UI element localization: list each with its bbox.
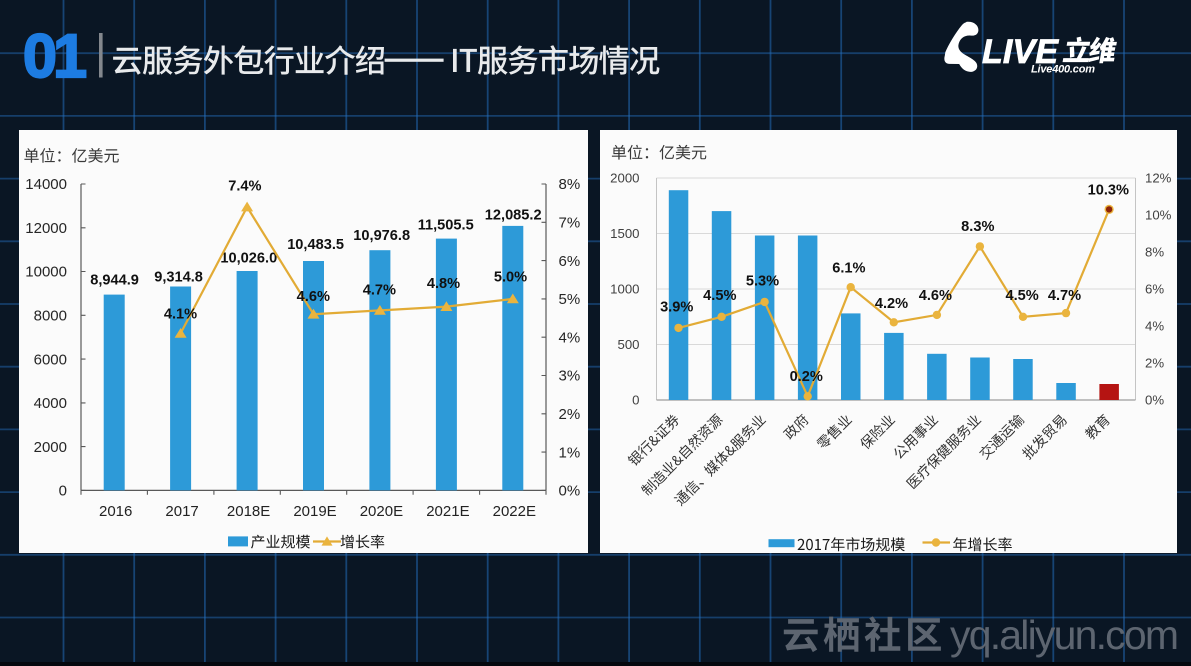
svg-text:0: 0 [59,483,67,500]
svg-text:2021E: 2021E [426,503,469,520]
svg-text:2018E: 2018E [227,503,270,520]
svg-text:0.2%: 0.2% [789,369,822,385]
svg-text:2019E: 2019E [293,503,336,520]
svg-text:10000: 10000 [25,264,67,281]
svg-text:2000: 2000 [610,171,639,186]
svg-text:4%: 4% [559,329,581,346]
svg-text:0: 0 [632,393,639,408]
svg-text:01: 01 [23,22,87,90]
svg-text:1%: 1% [559,444,581,461]
svg-text:12000: 12000 [25,220,67,237]
svg-text:2016: 2016 [99,503,132,520]
svg-text:6000: 6000 [34,351,67,368]
svg-text:LIVE: LIVE [982,33,1059,71]
svg-text:0%: 0% [1145,393,1164,408]
svg-text:4.6%: 4.6% [297,289,330,305]
svg-text:4.7%: 4.7% [363,282,396,298]
svg-text:2017: 2017 [165,503,198,520]
svg-text:6%: 6% [1145,282,1164,297]
svg-text:4.2%: 4.2% [874,296,907,312]
svg-text:5.3%: 5.3% [745,274,778,290]
svg-text:0%: 0% [559,483,581,500]
svg-text:4.8%: 4.8% [427,276,460,292]
svg-text:6%: 6% [559,253,581,270]
svg-text:8,944.9: 8,944.9 [90,273,139,289]
svg-text:4%: 4% [1145,319,1164,334]
svg-text:4.6%: 4.6% [918,288,951,304]
svg-text:1000: 1000 [610,282,639,297]
svg-text:500: 500 [617,337,639,352]
svg-text:10.3%: 10.3% [1087,182,1128,198]
svg-text:10,976.8: 10,976.8 [353,228,410,244]
svg-text:7.4%: 7.4% [228,179,261,195]
svg-text:7%: 7% [559,215,581,232]
svg-text:yq.aliyun.com: yq.aliyun.com [950,612,1179,658]
svg-text:Live400.com: Live400.com [1031,64,1095,76]
svg-text:10,483.5: 10,483.5 [287,237,344,253]
svg-text:4.5%: 4.5% [1005,288,1038,304]
svg-text:11,505.5: 11,505.5 [418,217,474,233]
svg-text:2020E: 2020E [360,503,403,520]
svg-text:8%: 8% [1145,245,1164,260]
svg-text:12%: 12% [1145,171,1172,186]
svg-text:12,085.2: 12,085.2 [485,207,542,223]
svg-text:10,026.0: 10,026.0 [220,250,277,266]
svg-text:3%: 3% [559,368,581,385]
svg-text:9,314.8: 9,314.8 [154,270,203,286]
svg-text:2000: 2000 [34,439,67,456]
svg-text:4.5%: 4.5% [703,288,736,304]
svg-text:14000: 14000 [25,176,67,193]
svg-text:4000: 4000 [34,395,67,412]
svg-text:10%: 10% [1145,208,1172,223]
svg-text:3.9%: 3.9% [660,299,693,315]
svg-text:1500: 1500 [610,226,639,241]
svg-text:8%: 8% [559,176,581,193]
svg-text:2022E: 2022E [493,503,536,520]
svg-text:5%: 5% [559,291,581,308]
svg-text:2%: 2% [559,406,581,423]
svg-text:8000: 8000 [34,308,67,325]
svg-text:2%: 2% [1145,356,1164,371]
svg-text:5.0%: 5.0% [494,270,527,286]
svg-text:6.1%: 6.1% [832,260,865,276]
svg-text:8.3%: 8.3% [961,219,994,235]
svg-text:4.1%: 4.1% [164,307,197,323]
svg-text:4.7%: 4.7% [1047,288,1080,304]
